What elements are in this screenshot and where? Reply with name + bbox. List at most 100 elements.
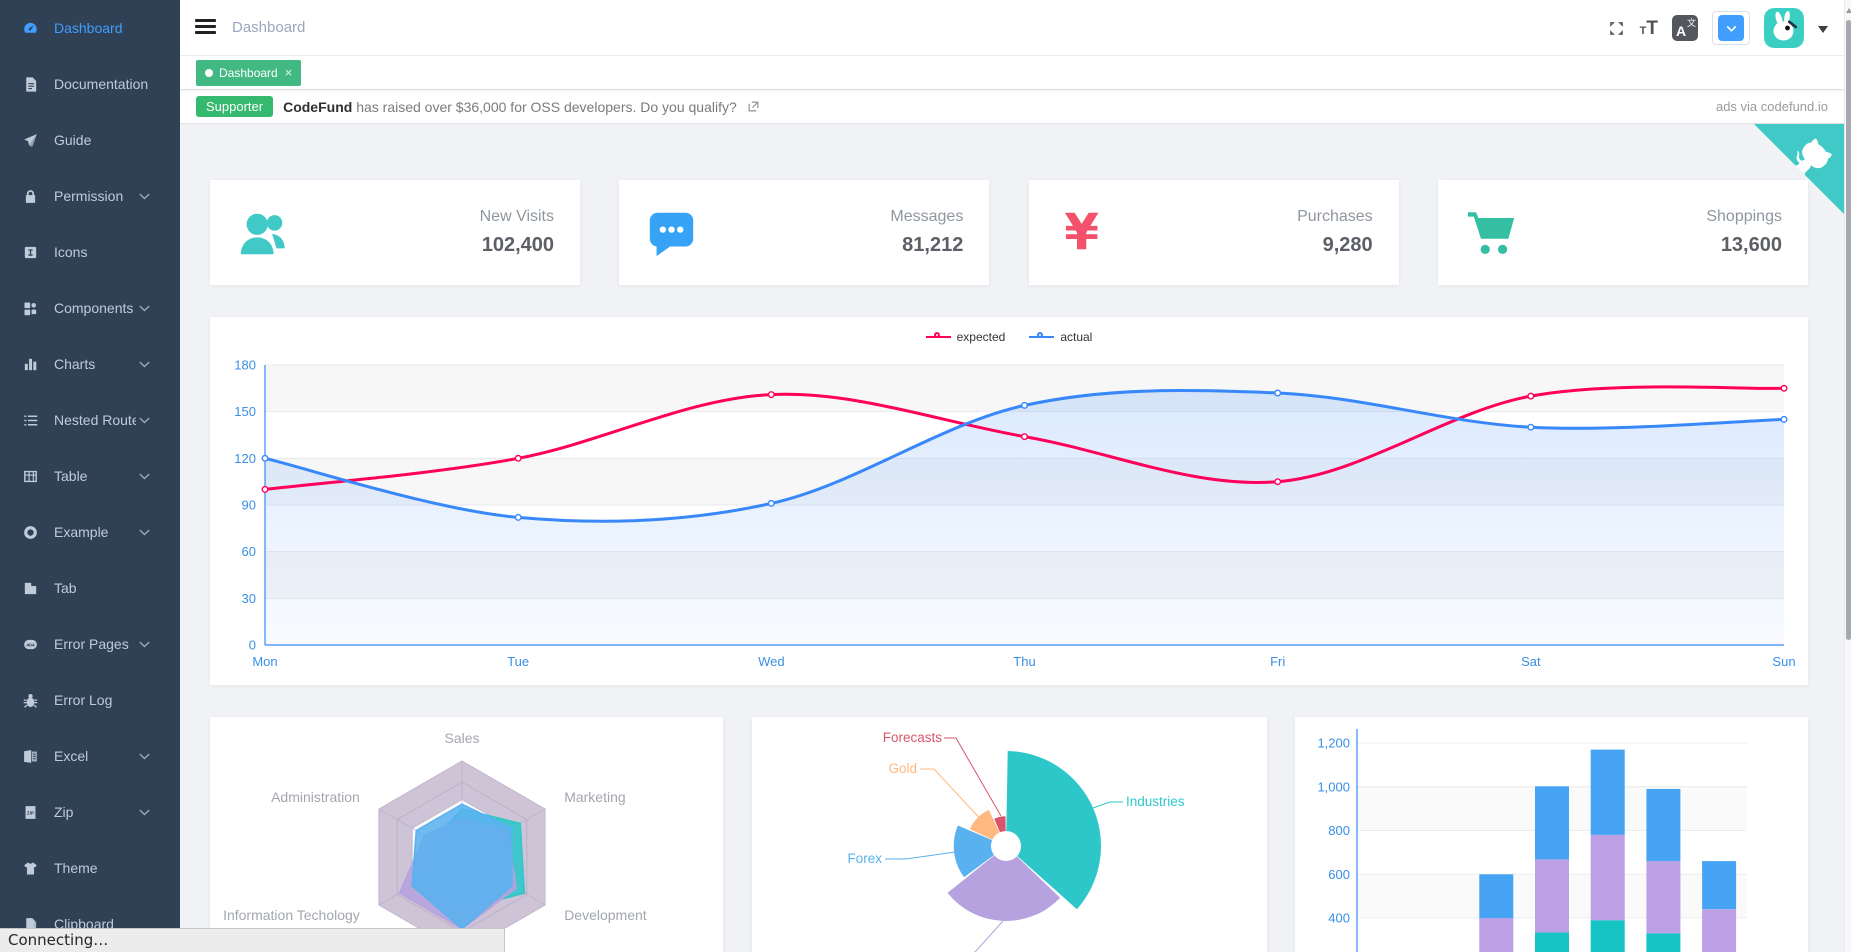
svg-text:180: 180 bbox=[234, 358, 256, 373]
sidebar-item-tab[interactable]: Tab bbox=[0, 560, 180, 616]
svg-text:Industries: Industries bbox=[1126, 794, 1185, 809]
svg-text:800: 800 bbox=[1328, 823, 1350, 838]
svg-text:Forecasts: Forecasts bbox=[882, 730, 942, 745]
stat-card-messages[interactable]: Messages 81,212 bbox=[619, 180, 990, 285]
legend-item-expected[interactable]: expected bbox=[925, 330, 1006, 344]
theme-icon bbox=[24, 861, 37, 875]
sidebar-item-guide[interactable]: Guide bbox=[0, 112, 180, 168]
stat-label: Purchases bbox=[1297, 208, 1373, 225]
stat-label: New Visits bbox=[479, 208, 554, 225]
sidebar-item-excel[interactable]: Excel bbox=[0, 728, 180, 784]
ad-via-link[interactable]: ads via codefund.io bbox=[1715, 99, 1828, 114]
sidebar-item-table[interactable]: Table bbox=[0, 448, 180, 504]
stat-value: 9,280 bbox=[1322, 234, 1373, 256]
chevron-down-icon bbox=[139, 753, 150, 759]
avatar[interactable] bbox=[1764, 8, 1804, 48]
sidebar-item-label: Excel bbox=[54, 748, 89, 764]
scrollbar-thumb[interactable] bbox=[1845, 20, 1851, 640]
stat-label: Messages bbox=[890, 208, 964, 225]
line-chart-legend: expected actual bbox=[210, 330, 1808, 344]
chevron-down-icon bbox=[139, 193, 150, 199]
nested-routes-icon bbox=[24, 415, 38, 425]
sidebar-item-dashboard[interactable]: Dashboard bbox=[0, 0, 180, 56]
chevron-down-icon bbox=[136, 300, 168, 317]
sidebar-item-label: Error Log bbox=[54, 692, 113, 708]
rabbit-avatar-icon bbox=[1764, 8, 1804, 48]
scroll-up-icon[interactable] bbox=[1845, 5, 1851, 13]
guide-icon bbox=[24, 133, 37, 147]
error-log-icon bbox=[23, 693, 38, 708]
bar-chart-card: 1,200 1,000 800 600 400 bbox=[1295, 717, 1808, 952]
fullscreen-button[interactable] bbox=[1607, 19, 1626, 38]
sidebar-item-error-log[interactable]: Error Log bbox=[0, 672, 180, 728]
stat-card-shoppings[interactable]: Shoppings 13,600 bbox=[1437, 180, 1808, 285]
radar-chart: Sales Administration Information Techology… bbox=[210, 717, 723, 952]
chevron-down-icon bbox=[136, 524, 168, 541]
font-size-button[interactable]: TT bbox=[1639, 17, 1658, 39]
chevron-down-icon bbox=[139, 305, 150, 311]
table-icon bbox=[24, 470, 37, 482]
sidebar: Dashboard Documentation Guide Permission Ico… bbox=[0, 0, 180, 952]
sidebar-item-components[interactable]: Components bbox=[0, 280, 180, 336]
sidebar-item-charts[interactable]: Charts bbox=[0, 336, 180, 392]
legend-item-actual[interactable]: actual bbox=[1029, 330, 1092, 344]
sidebar-item-permission[interactable]: Permission bbox=[0, 168, 180, 224]
svg-text:Wed: Wed bbox=[758, 654, 785, 669]
chevron-down-icon bbox=[139, 641, 150, 647]
sidebar-item-example[interactable]: Example bbox=[0, 504, 180, 560]
ad-sponsor[interactable]: CodeFund bbox=[283, 98, 353, 115]
documentation-icon bbox=[26, 76, 37, 92]
stat-card-purchases[interactable]: ¥ Purchases 9,280 bbox=[1028, 180, 1399, 285]
svg-text:Forex: Forex bbox=[847, 851, 882, 866]
icons-icon bbox=[24, 246, 37, 258]
chevron-down-icon bbox=[136, 636, 168, 653]
sidebar-item-zip[interactable]: ZIP Zip bbox=[0, 784, 180, 840]
octocat-body-icon bbox=[1795, 138, 1832, 176]
svg-text:ZIP: ZIP bbox=[27, 810, 34, 815]
svg-text:1,000: 1,000 bbox=[1317, 779, 1350, 794]
svg-text:Development: Development bbox=[564, 907, 647, 923]
sidebar-item-label: Example bbox=[54, 524, 109, 540]
theme-dropdown-button[interactable] bbox=[1712, 11, 1750, 45]
money-icon: ¥ bbox=[1064, 203, 1100, 261]
github-corner-link[interactable] bbox=[1754, 124, 1844, 214]
svg-text:400: 400 bbox=[1328, 911, 1350, 926]
message-icon bbox=[650, 212, 694, 256]
sidebar-item-theme[interactable]: Theme bbox=[0, 840, 180, 896]
ad-banner: Supporter CodeFund has raised over $36,0… bbox=[180, 90, 1844, 124]
radar-chart-card: Sales Administration Information Techology… bbox=[210, 717, 723, 952]
stat-card-new-visits[interactable]: New Visits 102,400 bbox=[210, 180, 580, 285]
sidebar-item-nested-routes[interactable]: Nested Routes bbox=[0, 392, 180, 448]
pie-chart: IndustriesTechnologyForexGoldForecasts bbox=[752, 717, 1267, 952]
sidebar-menu: Dashboard Documentation Guide Permission Ico… bbox=[0, 0, 180, 952]
sidebar-item-label: Tab bbox=[54, 580, 77, 596]
hamburger-icon[interactable] bbox=[195, 19, 216, 37]
legend-label: expected bbox=[956, 330, 1006, 344]
chevron-down-icon bbox=[136, 468, 168, 485]
chevron-down-icon bbox=[139, 809, 150, 815]
permission-icon bbox=[25, 189, 36, 203]
stat-cards-row: New Visits 102,400 Messages 81,212 ¥ Purchase… bbox=[210, 180, 1808, 285]
stat-value: 13,600 bbox=[1720, 234, 1782, 256]
svg-text:30: 30 bbox=[242, 591, 256, 606]
tag-close-icon[interactable]: × bbox=[284, 65, 293, 80]
ad-text[interactable]: CodeFund has raised over $36,000 for OSS… bbox=[283, 98, 737, 115]
sidebar-item-icons[interactable]: Icons bbox=[0, 224, 180, 280]
svg-text:150: 150 bbox=[234, 404, 256, 419]
theme-dropdown-value bbox=[1718, 15, 1744, 41]
sidebar-item-documentation[interactable]: Documentation bbox=[0, 56, 180, 112]
external-link-icon[interactable] bbox=[747, 100, 760, 113]
sidebar-item-error-pages[interactable]: 404 Error Pages bbox=[0, 616, 180, 672]
tag-label: Dashboard bbox=[219, 65, 278, 80]
supporter-badge[interactable]: Supporter bbox=[196, 96, 274, 117]
vertical-scrollbar[interactable] bbox=[1844, 0, 1851, 952]
sidebar-item-label: Table bbox=[54, 468, 88, 484]
legend-label: actual bbox=[1060, 330, 1093, 344]
svg-text:600: 600 bbox=[1328, 867, 1350, 882]
caret-down-icon[interactable] bbox=[1818, 26, 1828, 38]
tags-bar: Dashboard × bbox=[180, 56, 1844, 90]
tag-dashboard[interactable]: Dashboard × bbox=[196, 59, 302, 86]
